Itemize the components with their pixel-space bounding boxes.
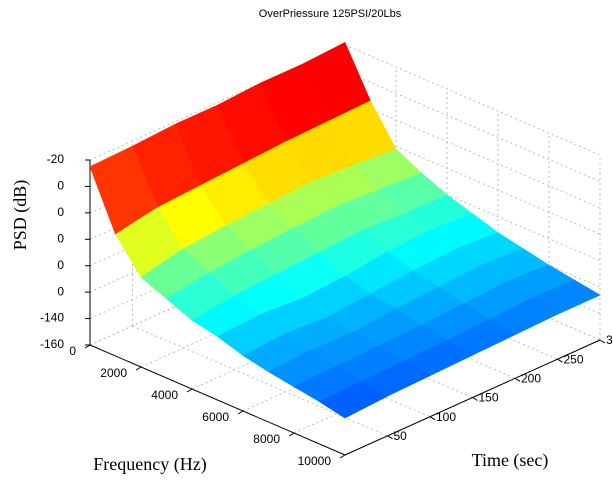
z-tick-label: -20	[47, 152, 65, 166]
y-tick-label: 100	[436, 410, 456, 424]
z-tick-label: 0	[57, 205, 64, 219]
grid-line	[89, 176, 346, 293]
x-tick	[339, 454, 346, 459]
z-tick-label: 0	[57, 231, 64, 245]
chart-title: OverPriessure 125PSI/20Lbs	[259, 8, 402, 20]
y-axis-label: Time (sec)	[472, 450, 549, 471]
y-tick-label: 200	[521, 372, 541, 386]
y-tick	[429, 416, 436, 421]
grid-line	[344, 44, 601, 156]
z-tick-label: 0	[57, 179, 64, 193]
x-tick	[186, 388, 193, 393]
x-tick-label: 10000	[298, 454, 332, 468]
y-tick	[472, 397, 478, 401]
y-tick-label: 150	[479, 391, 499, 405]
x-tick	[135, 366, 142, 371]
z-tick-label: 0	[57, 284, 64, 298]
y-tick	[514, 377, 521, 382]
z-tick-label: -140	[40, 311, 64, 325]
grid-line	[293, 317, 550, 434]
x-axis-label: Frequency (Hz)	[93, 454, 206, 475]
y-tick	[599, 339, 606, 344]
y-tick-label: 50	[394, 429, 408, 443]
surface-patch	[318, 380, 389, 419]
y-tick	[387, 435, 393, 440]
z-tick-label: 0	[57, 258, 64, 272]
grid-line	[344, 97, 601, 209]
grid-line	[344, 70, 601, 182]
x-tick	[237, 410, 244, 415]
z-tick-label: -160	[40, 337, 64, 351]
x-tick	[84, 344, 91, 349]
x-tick-label: 6000	[202, 410, 229, 424]
axis-line	[89, 344, 346, 456]
x-tick-label: 4000	[151, 388, 178, 402]
z-axis-label: PSD (dB)	[10, 180, 31, 251]
x-tick	[288, 432, 295, 437]
x-tick-label: 8000	[253, 432, 280, 446]
x-tick-label: 2000	[100, 366, 127, 380]
x-tick-label: 0	[69, 344, 76, 358]
y-tick-label: 300	[606, 333, 613, 347]
y-tick-label: 250	[564, 352, 584, 366]
y-tick	[557, 358, 563, 363]
